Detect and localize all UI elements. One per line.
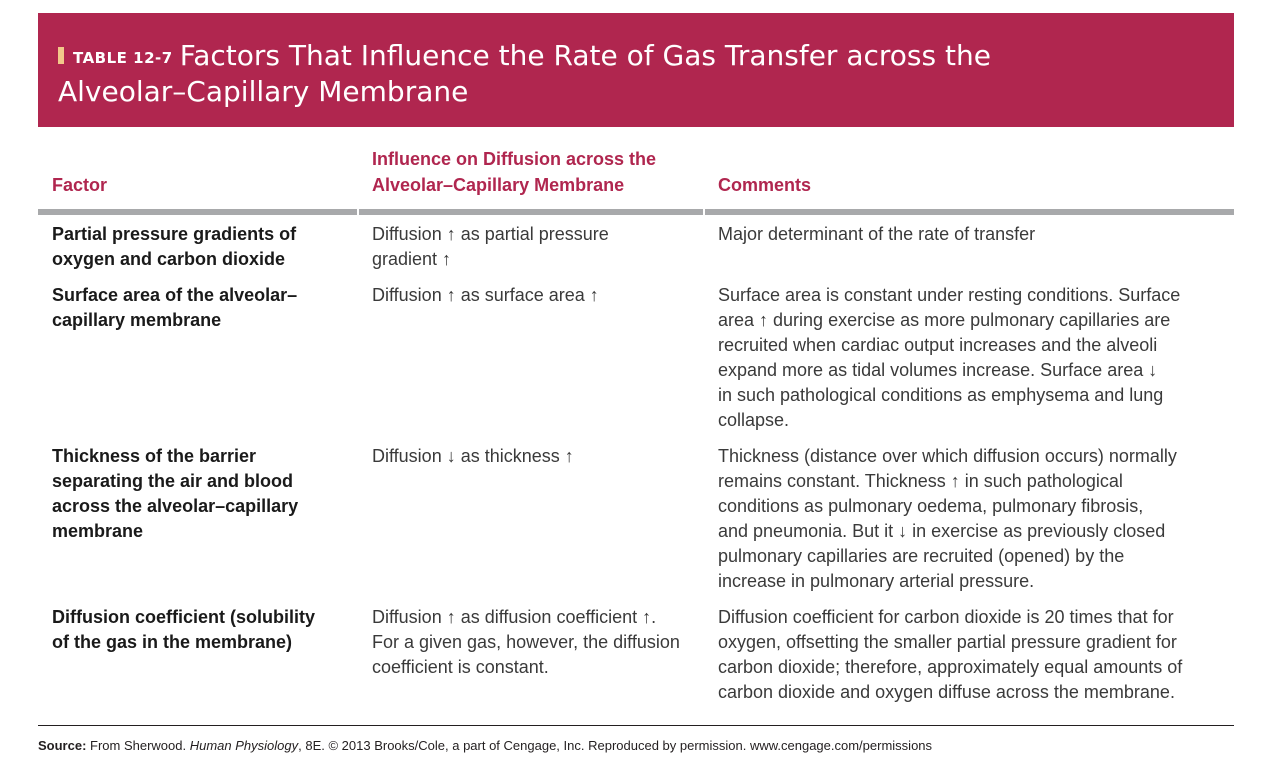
text-line: Surface area is constant under resting c… — [718, 285, 1181, 305]
column-header-influence: Influence on Diffusion across the Alveol… — [372, 146, 656, 198]
text-line: Diffusion ↓ as thickness ↑ — [372, 446, 574, 466]
text-line: Partial pressure gradients of — [52, 224, 297, 244]
text-line: Diffusion ↑ as surface area ↑ — [372, 285, 599, 305]
text-line: Thickness of the barrier — [52, 446, 257, 466]
text-line: Major determinant of the rate of transfe… — [718, 224, 1036, 244]
text-line: gradient ↑ — [372, 249, 452, 269]
text-line: carbon dioxide and oxygen diffuse across… — [718, 682, 1175, 702]
table-row-comments: Thickness (distance over which diffusion… — [718, 444, 1177, 594]
text-line: increase in pulmonary arterial pressure. — [718, 571, 1035, 591]
text-line: oxygen and carbon dioxide — [52, 249, 286, 269]
text-line: in such pathological conditions as emphy… — [718, 385, 1164, 405]
table-row-influence: Diffusion ↑ as surface area ↑ — [372, 283, 599, 308]
text-line: Diffusion coefficient (solubility — [52, 607, 316, 627]
column-header-factor: Factor — [52, 175, 108, 195]
header-rule — [38, 209, 1234, 215]
source-label: Source: — [38, 738, 87, 753]
text-line: oxygen, offsetting the smaller partial p… — [718, 632, 1177, 652]
text-line: Thickness (distance over which diffusion… — [718, 446, 1177, 466]
text-line: across the alveolar–capillary — [52, 496, 299, 516]
table-title-text-1: Factors That Influence the Rate of Gas T… — [179, 39, 991, 72]
source-text-b: , 8E. © 2013 Brooks/Cole, a part of Ceng… — [298, 738, 933, 753]
text-line: area ↑ during exercise as more pulmonary… — [718, 310, 1171, 330]
column-header-influence-line-1: Influence on Diffusion across the — [372, 149, 657, 169]
text-line: For a given gas, however, the diffusion — [372, 632, 680, 652]
table-title-line-2: Alveolar–Capillary Membrane — [58, 75, 469, 108]
text-line: Diffusion coefficient for carbon dioxide… — [718, 607, 1174, 627]
table-row-comments: Surface area is constant under resting c… — [718, 283, 1180, 433]
text-line: carbon dioxide; therefore, approximately… — [718, 657, 1183, 677]
text-line: conditions as pulmonary oedema, pulmonar… — [718, 496, 1144, 516]
text-line: separating the air and blood — [52, 471, 294, 491]
text-line: expand more as tidal volumes increase. S… — [718, 360, 1158, 380]
table-row-influence: Diffusion ↑ as diffusion coefficient ↑. … — [372, 605, 680, 680]
table-title-line-1: TABLE 12-7 Factors That Influence the Rat… — [58, 39, 1214, 75]
text-line: Surface area of the alveolar– — [52, 285, 298, 305]
text-line: collapse. — [718, 410, 790, 430]
table-number-label: TABLE 12-7 — [73, 49, 173, 67]
table-row-comments: Diffusion coefficient for carbon dioxide… — [718, 605, 1182, 705]
text-line: remains constant. Thickness ↑ in such pa… — [718, 471, 1123, 491]
text-line: Diffusion ↑ as diffusion coefficient ↑. — [372, 607, 657, 627]
text-line: and pneumonia. But it ↓ in exercise as p… — [718, 521, 1166, 541]
text-line: pulmonary capillaries are recruited (ope… — [718, 546, 1125, 566]
table-row-influence: Diffusion ↑ as partial pressure gradient… — [372, 222, 609, 272]
table-row-factor: Diffusion coefficient (solubility of the… — [52, 605, 315, 655]
source-text-a: From Sherwood. — [86, 738, 190, 753]
text-line: membrane — [52, 521, 144, 541]
table-row-influence: Diffusion ↓ as thickness ↑ — [372, 444, 574, 469]
table-title-banner: TABLE 12-7 Factors That Influence the Rat… — [38, 13, 1234, 127]
table-row-factor: Partial pressure gradients of oxygen and… — [52, 222, 296, 272]
table-row-comments: Major determinant of the rate of transfe… — [718, 222, 1035, 247]
header-rule-divider — [703, 209, 705, 215]
column-header-influence-line-2: Alveolar–Capillary Membrane — [372, 175, 625, 195]
header-rule-divider — [357, 209, 359, 215]
column-header-comments: Comments — [718, 175, 812, 195]
text-line: Diffusion ↑ as partial pressure — [372, 224, 609, 244]
title-accent-bar — [58, 47, 64, 64]
text-line: recruited when cardiac output increases … — [718, 335, 1158, 355]
source-note: Source: From Sherwood. Human Physiology,… — [38, 737, 932, 755]
footer-rule — [38, 725, 1234, 726]
text-line: capillary membrane — [52, 310, 222, 330]
table-row-factor: Surface area of the alveolar– capillary … — [52, 283, 297, 333]
source-book-title: Human Physiology — [189, 738, 299, 753]
table-row-factor: Thickness of the barrier separating the … — [52, 444, 298, 544]
text-line: coefficient is constant. — [372, 657, 549, 677]
text-line: of the gas in the membrane) — [52, 632, 293, 652]
